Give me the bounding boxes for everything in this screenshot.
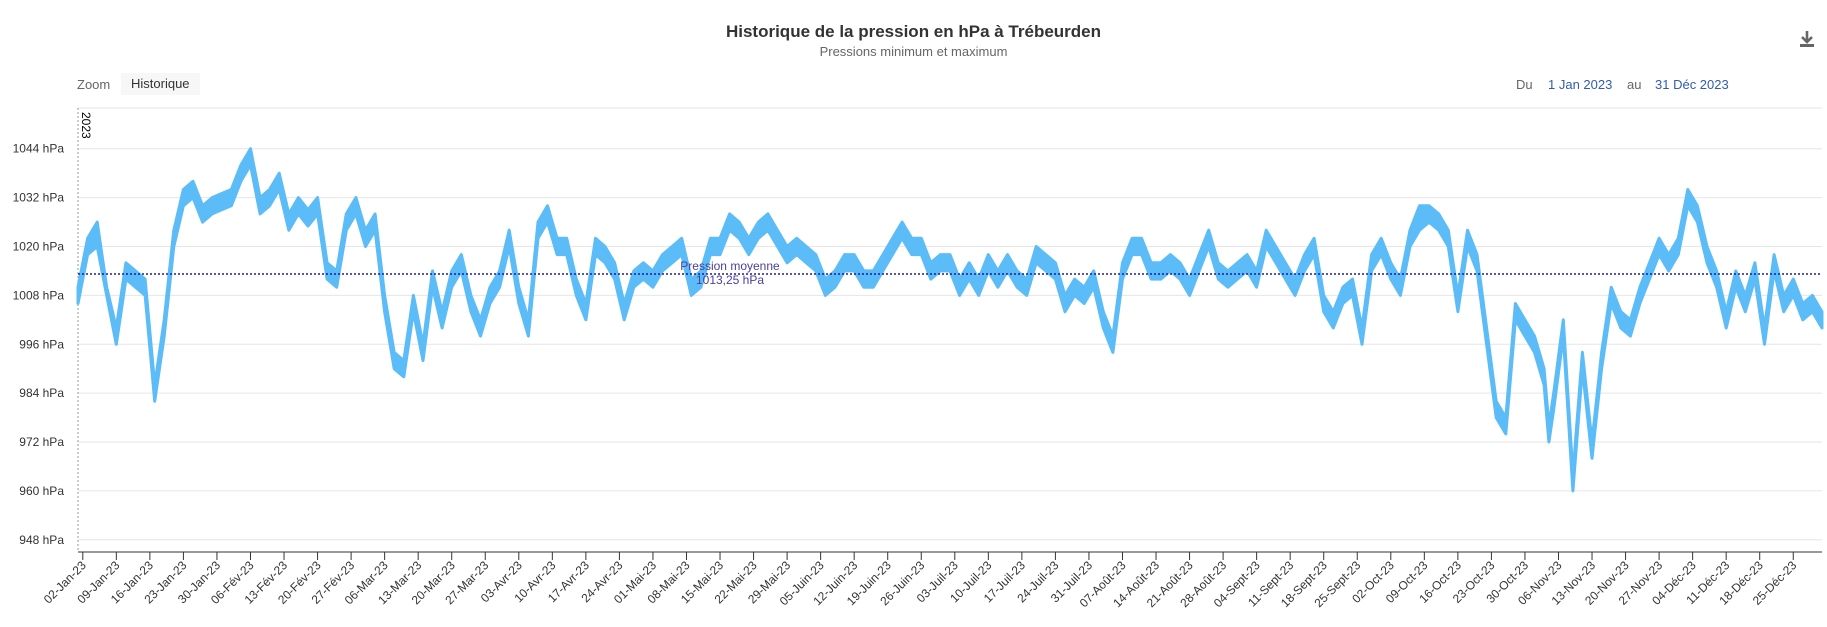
range-to-input[interactable]: 31 Déc 2023 [1655,77,1729,92]
range-to-label: au [1627,77,1642,92]
year-marker-label: 2023 [79,112,93,139]
y-tick-label: 996 hPa [19,337,64,351]
mean-line-value: 1013,25 hPa [696,273,764,287]
y-tick-label: 1020 hPa [13,239,65,253]
download-icon[interactable] [1796,28,1818,50]
mean-line-label: Pression moyenne [680,259,780,273]
zoom-historique-button[interactable]: Historique [121,73,200,95]
y-tick-label: 972 hPa [19,435,64,449]
range-from-input[interactable]: 1 Jan 2023 [1548,77,1613,92]
y-tick-label: 1008 hPa [13,288,65,302]
range-from-label: Du [1516,77,1533,92]
y-tick-label: 1032 hPa [13,191,65,205]
y-tick-label: 960 hPa [19,484,64,498]
y-tick-label: 984 hPa [19,386,64,400]
y-tick-label: 1044 hPa [13,142,65,156]
chart-title: Historique de la pression en hPa à Trébe… [725,22,1102,41]
zoom-label: Zoom [77,77,111,92]
y-tick-label: 948 hPa [19,533,64,547]
chart-subtitle: Pressions minimum et maximum [819,44,1008,59]
pressure-range-area [76,147,1824,493]
